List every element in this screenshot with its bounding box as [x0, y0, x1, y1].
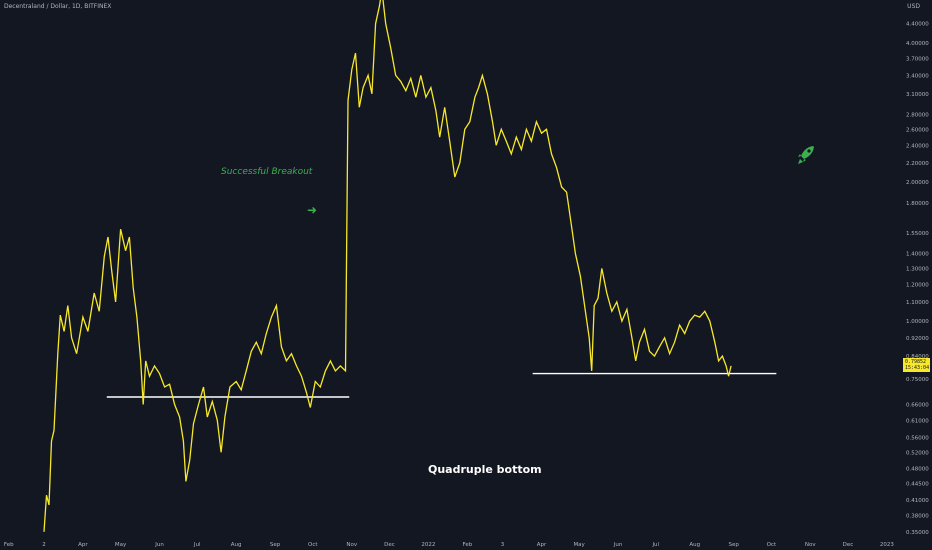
y-tick-label: 1.40000: [906, 252, 929, 258]
y-tick-label: 3.10000: [906, 92, 929, 98]
x-tick-label: Feb: [4, 542, 14, 548]
y-tick-label: 2.00000: [906, 180, 929, 186]
x-tick-label: Aug: [231, 542, 242, 548]
bar-countdown: 15:43:04: [905, 365, 930, 371]
x-tick-label: Nov: [805, 542, 816, 548]
x-tick-label: Apr: [78, 542, 88, 548]
y-tick-label: 0.61000: [906, 418, 929, 424]
last-price-value: 0.79852: [905, 359, 927, 365]
x-tick-label: 3: [501, 542, 505, 548]
y-tick-label: 1.30000: [906, 266, 929, 272]
x-tick-label: Jun: [154, 542, 164, 548]
y-tick-label: 1.10000: [906, 300, 929, 306]
y-tick-label: 4.40000: [906, 22, 929, 28]
y-tick-label: 2.60000: [906, 127, 929, 133]
y-tick-label: 0.56000: [906, 435, 929, 441]
x-tick-label: 2023: [880, 542, 894, 548]
x-tick-label: Oct: [767, 542, 777, 548]
x-tick-label: 2: [42, 542, 46, 548]
y-tick-label: 4.00000: [906, 41, 929, 47]
x-tick-label: Dec: [843, 542, 854, 548]
y-tick-label: 0.52000: [906, 450, 929, 456]
x-tick-label: Jun: [613, 542, 623, 548]
quadruple-bottom-annotation: Quadruple bottom: [428, 463, 542, 476]
last-price-tag: 0.79852 15:43:04: [903, 358, 930, 372]
currency-label: USD: [907, 3, 920, 10]
x-tick-label: Jul: [193, 542, 201, 548]
y-tick-label: 0.48000: [906, 466, 929, 472]
y-tick-label: 3.70000: [906, 56, 929, 62]
y-tick-label: 0.66000: [906, 402, 929, 408]
price-line: [43, 0, 732, 532]
y-tick-label: 0.41000: [906, 498, 929, 504]
x-tick-label: Aug: [689, 542, 700, 548]
y-tick-label: 1.55000: [906, 231, 929, 237]
y-tick-label: 1.80000: [906, 201, 929, 207]
x-tick-label: May: [115, 542, 127, 548]
y-tick-label: 0.84000: [906, 354, 929, 360]
y-tick-label: 0.44500: [906, 482, 929, 488]
y-tick-label: 0.92000: [906, 336, 929, 342]
x-tick-label: Nov: [346, 542, 357, 548]
symbol-header[interactable]: Decentraland / Dollar, 1D, BITFINEX: [4, 3, 112, 10]
y-tick-label: 1.00000: [906, 319, 929, 325]
x-tick-label: 2022: [421, 542, 435, 548]
x-tick-label: Sep: [728, 542, 739, 548]
y-tick-label: 3.40000: [906, 73, 929, 79]
y-tick-label: 2.40000: [906, 143, 929, 149]
y-tick-label: 1.20000: [906, 282, 929, 288]
x-tick-label: Apr: [537, 542, 547, 548]
x-tick-label: Dec: [384, 542, 395, 548]
x-tick-label: Jul: [651, 542, 659, 548]
arrow-right-icon: ➜: [307, 203, 318, 217]
x-tick-label: Feb: [462, 542, 472, 548]
rocket-icon: [797, 145, 815, 169]
breakout-annotation: Successful Breakout: [221, 167, 313, 177]
x-tick-label: May: [573, 542, 585, 548]
y-tick-label: 2.20000: [906, 161, 929, 167]
y-tick-label: 0.75000: [906, 377, 929, 383]
y-tick-label: 0.38000: [906, 513, 929, 519]
y-tick-label: 2.80000: [906, 112, 929, 118]
y-tick-label: 0.35000: [906, 530, 929, 536]
x-tick-label: Sep: [270, 542, 281, 548]
x-tick-label: Oct: [308, 542, 318, 548]
